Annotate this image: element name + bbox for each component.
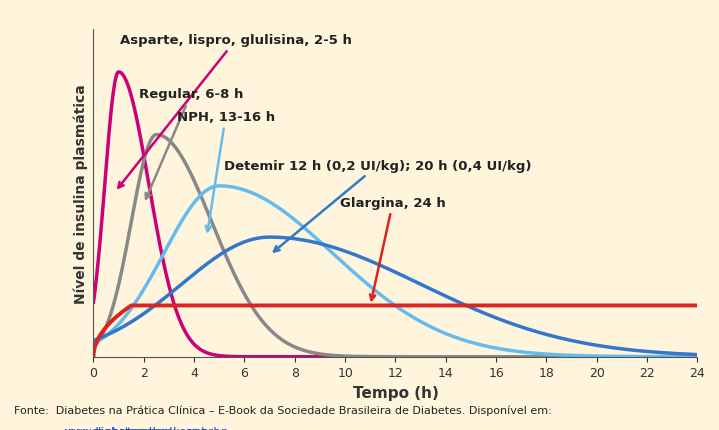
Text: Detemir 12 h (0,2 UI/kg); 20 h (0,4 UI/kg): Detemir 12 h (0,2 UI/kg); 20 h (0,4 UI/k… — [224, 159, 532, 252]
Text: Glargina, 24 h: Glargina, 24 h — [340, 196, 446, 300]
Text: Regular, 6-8 h: Regular, 6-8 h — [139, 88, 243, 199]
Y-axis label: Nível de insulina plasmática: Nível de insulina plasmática — [73, 84, 88, 303]
X-axis label: Tempo (h): Tempo (h) — [352, 385, 439, 400]
Text: www.diabetesebook.org.br: www.diabetesebook.org.br — [65, 426, 214, 430]
Text: Fonte:  Diabetes na Prática Clínica – E-Book da Sociedade Brasileira de Diabetes: Fonte: Diabetes na Prática Clínica – E-B… — [14, 404, 552, 415]
Text: www.diabetesebook.org.br: www.diabetesebook.org.br — [65, 426, 226, 430]
Text: NPH, 13-16 h: NPH, 13-16 h — [177, 111, 275, 232]
Text: Asparte, lispro, glulisina, 2-5 h: Asparte, lispro, glulisina, 2-5 h — [119, 34, 352, 188]
